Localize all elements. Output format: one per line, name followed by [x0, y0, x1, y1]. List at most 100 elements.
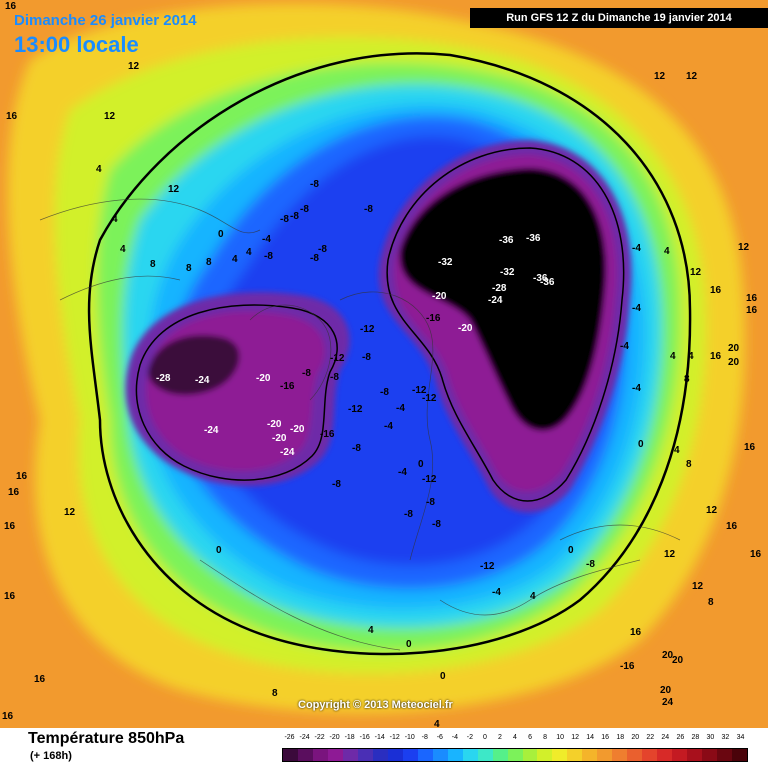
isotherm-label: 16	[710, 351, 722, 362]
isotherm-label: -4	[620, 341, 629, 352]
color-scale-tick: -6	[436, 734, 443, 741]
isotherm-label: -8	[264, 251, 273, 262]
color-scale-tick: -2	[466, 734, 474, 741]
isotherm-label: -8	[318, 244, 327, 255]
isotherm-label: -8	[352, 443, 361, 454]
isotherm-label: 16	[6, 111, 18, 122]
isotherm-label: -4	[632, 303, 641, 314]
isotherm-label: 16	[746, 293, 758, 304]
color-scale-tick: -16	[359, 734, 370, 741]
color-scale-tick: 2	[498, 734, 502, 741]
color-scale-swatch	[567, 749, 583, 761]
isotherm-label: 12	[168, 184, 180, 195]
isotherm-label: 4	[112, 214, 118, 225]
isotherm-label: 4	[368, 625, 374, 636]
contour-zero	[87, 52, 692, 656]
isotherm-label: -28	[492, 283, 507, 294]
color-scale-swatch	[552, 749, 568, 761]
color-scale-tick: 26	[676, 734, 685, 741]
isotherm-label: -20	[256, 373, 271, 384]
color-scale-tick: 32	[721, 734, 730, 741]
isotherm-label: -12	[348, 404, 363, 415]
isotherm-label: -12	[480, 561, 495, 572]
isotherm-label: 8	[186, 263, 192, 274]
isotherm-label: 16	[746, 305, 758, 316]
isotherm-label: 4	[120, 244, 126, 255]
isotherm-label: -12	[422, 474, 437, 485]
isotherm-label: 12	[128, 61, 140, 72]
color-scale-tick: -14	[374, 734, 385, 741]
isotherm-label: -8	[302, 368, 311, 379]
isotherm-label: -4	[396, 403, 405, 414]
parameter-title: Température 850hPa	[28, 730, 185, 747]
forecast-date-title: Dimanche 26 janvier 2014	[14, 12, 197, 29]
color-scale-tick: 30	[706, 734, 715, 741]
color-scale-swatch	[627, 749, 643, 761]
isotherm-label: -36	[499, 235, 514, 246]
color-scale-tick: 34	[736, 734, 745, 741]
isotherm-label: 8	[206, 257, 212, 268]
isotherm-label: 4	[664, 246, 670, 257]
temperature-map: 16 12 16 12 4 12 4 0 4 8 8 8 4 4 -8 -8 -8 -8 -8 -4 -8 -8 -8 -12…	[0, 0, 768, 728]
color-scale-swatch	[417, 749, 433, 761]
isotherm-label: 16	[4, 521, 16, 532]
isotherm-label: 16	[4, 591, 16, 602]
isotherm-label: -28	[156, 373, 171, 384]
isotherm-label: -24	[280, 447, 295, 458]
isotherm-label: -32	[438, 257, 453, 268]
isotherm-label: -12	[330, 353, 345, 364]
isotherm-label: 16	[744, 442, 756, 453]
color-scale-swatch	[732, 749, 748, 761]
isotherm-label: -8	[404, 509, 413, 520]
isotherm-label: -8	[280, 214, 289, 225]
isotherm-label: -16	[620, 661, 635, 672]
isotherm-label: 12	[686, 71, 698, 82]
isotherm-label: -8	[426, 497, 435, 508]
isotherm-label: -8	[330, 372, 339, 383]
isotherm-label: 12	[738, 242, 750, 253]
isotherm-label: 24	[662, 697, 674, 708]
isotherm-label: 20	[660, 685, 672, 696]
color-scale-tick: 22	[646, 734, 655, 741]
color-scale-tick: 18	[616, 734, 625, 741]
isotherm-label: -20	[458, 323, 473, 334]
isotherm-label: 16	[34, 674, 46, 685]
isotherm-label: -8	[310, 253, 319, 264]
color-scale-ticks: -26 -24 -22 -20 -18 -16 -14 -12 -10 -8 -6 -4 -2 0 2 4 6 8…	[282, 734, 748, 746]
isotherm-label: 20	[728, 343, 740, 354]
color-scale-tick: -24	[299, 734, 310, 741]
color-scale-swatch	[492, 749, 508, 761]
isotherm-label: 12	[706, 505, 718, 516]
color-scale-swatch	[387, 749, 403, 761]
color-scale-swatch	[432, 749, 448, 761]
legend-footer: Température 850hPa (+ 168h) -26 -24 -22 -20…	[0, 728, 768, 768]
color-scale-swatch	[297, 749, 313, 761]
color-scale-tick: 20	[631, 734, 640, 741]
copyright-notice: Copyright © 2013 Meteociel.fr	[298, 699, 453, 711]
color-scale-tick: 4	[513, 734, 517, 741]
color-scale-swatch	[447, 749, 463, 761]
isotherm-label: -8	[380, 387, 389, 398]
color-scale-tick: 12	[571, 734, 580, 741]
isotherm-label: 12	[692, 581, 704, 592]
isotherm-label: 12	[664, 549, 676, 560]
color-scale-tick: -4	[451, 734, 458, 741]
isotherm-label: 12	[690, 267, 702, 278]
isotherm-label: 16	[750, 549, 762, 560]
isotherm-label: -8	[300, 204, 309, 215]
contour-minus-20	[135, 147, 625, 502]
isotherm-label: 20	[728, 357, 740, 368]
isotherm-label: -20	[267, 419, 282, 430]
color-scale-swatch	[717, 749, 733, 761]
isotherm-label: -8	[364, 204, 373, 215]
color-scale-swatch	[612, 749, 628, 761]
color-scale-tick: -12	[389, 734, 400, 741]
isotherm-label: 16	[8, 487, 20, 498]
isotherm-label: -4	[492, 587, 501, 598]
isotherm-label: -8	[432, 519, 441, 530]
color-scale-swatch	[537, 749, 553, 761]
isotherm-label: -36	[540, 277, 555, 288]
color-scale-swatch	[597, 749, 613, 761]
isotherm-label: 8	[684, 374, 690, 385]
